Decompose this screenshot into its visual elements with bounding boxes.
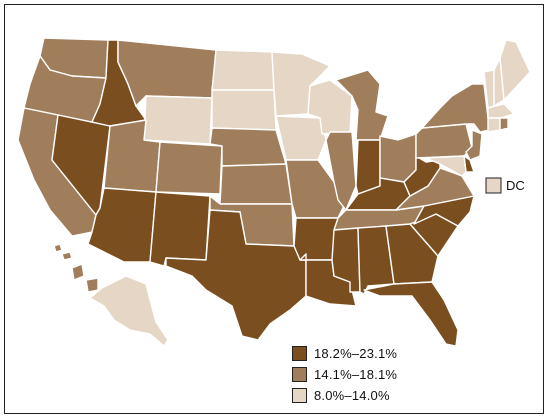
legend-swatch-low	[292, 387, 307, 403]
state-florida	[363, 281, 459, 347]
legend-item-low: 8.0%–14.0%	[292, 386, 390, 404]
legend-label-mid: 14.1%–18.1%	[314, 366, 398, 382]
legend-label-high: 18.2%–23.1%	[314, 345, 398, 361]
state-rhode-island	[499, 117, 509, 131]
state-kansas	[219, 163, 293, 205]
dc-label: DC	[506, 178, 525, 193]
state-massachusetts	[487, 103, 515, 119]
state-maine	[499, 39, 531, 101]
state-alaska	[89, 275, 169, 347]
state-new-mexico	[149, 191, 211, 267]
legend-item-mid: 14.1%–18.1%	[292, 365, 397, 383]
state-nebraska	[209, 127, 287, 167]
state-indiana	[355, 139, 381, 195]
state-michigan	[335, 69, 389, 141]
dc-swatch	[485, 177, 502, 194]
state-georgia	[385, 223, 439, 285]
state-texas	[165, 209, 307, 341]
state-iowa	[275, 115, 327, 161]
legend-swatch-high	[292, 345, 307, 361]
state-south-dakota	[211, 89, 277, 131]
state-arkansas	[293, 217, 339, 261]
state-wyoming	[143, 95, 213, 145]
state-pennsylvania	[415, 123, 473, 159]
state-north-dakota	[211, 49, 275, 91]
legend-item-high: 18.2%–23.1%	[292, 344, 397, 362]
state-illinois	[325, 131, 357, 211]
state-missouri	[285, 159, 345, 219]
state-colorado	[155, 141, 223, 195]
state-maryland	[425, 155, 467, 177]
state-connecticut	[487, 117, 501, 133]
state-hawaii	[53, 243, 99, 293]
legend-label-low: 8.0%–14.0%	[314, 387, 390, 403]
legend-swatch-mid	[292, 366, 307, 382]
